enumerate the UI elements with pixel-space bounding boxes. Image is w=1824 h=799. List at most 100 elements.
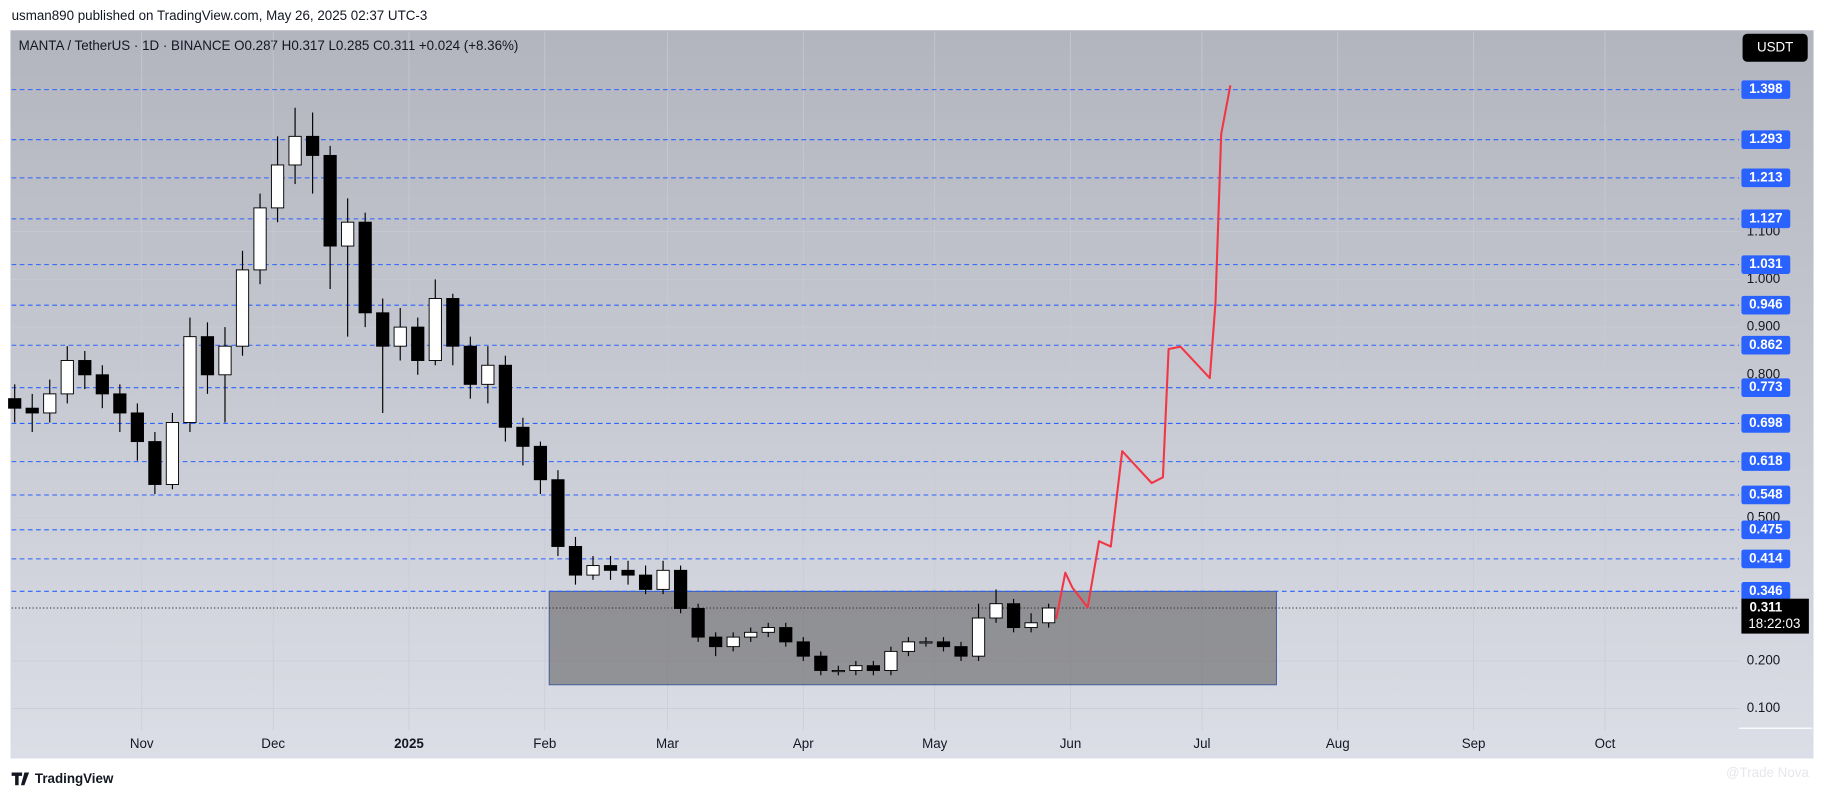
level-label-bg [1741, 378, 1791, 397]
x-tick-label: Nov [130, 736, 154, 751]
candle-body [481, 364, 495, 385]
logo-icon [11, 772, 30, 786]
candle-body [849, 665, 863, 671]
candle-body [1024, 622, 1038, 629]
level-label: 1.293 [1749, 131, 1782, 146]
currency-button[interactable] [1742, 33, 1808, 62]
candle-body [919, 641, 933, 644]
x-tick-label: Sep [1462, 736, 1486, 751]
candle-body [779, 627, 793, 643]
candle-body [884, 650, 898, 671]
candle-body [586, 565, 600, 576]
candle-body [200, 336, 215, 376]
x-tick-label: Aug [1326, 736, 1350, 751]
candle-body [270, 164, 285, 209]
candle-body [165, 422, 180, 485]
candle-body [954, 646, 968, 657]
level-label: 1.127 [1749, 210, 1782, 225]
range-box [548, 590, 1277, 686]
level-label-bg [1741, 485, 1791, 505]
candle-body [568, 546, 583, 576]
level-label-bg [1741, 414, 1791, 433]
candle-body [551, 479, 565, 547]
level-label: 0.862 [1749, 337, 1782, 352]
x-tick-label: Feb [533, 736, 556, 751]
level-label-bg [1741, 452, 1791, 471]
candle-body [936, 641, 951, 648]
candle-body [288, 135, 302, 166]
level-label-bg [1741, 209, 1791, 229]
y-tick-label: 1.000 [1747, 271, 1780, 286]
candle-body [463, 345, 477, 385]
logo-text: TradingView [35, 771, 114, 786]
level-label: 0.946 [1749, 297, 1782, 312]
candle-body [235, 269, 250, 347]
candle-body [306, 135, 320, 156]
candle-body [516, 426, 530, 447]
candle-body [744, 631, 758, 638]
last-price-label: 0.311 [1750, 600, 1783, 615]
candle-body [866, 665, 880, 671]
candle-body [674, 569, 688, 609]
candle-body [446, 298, 460, 347]
level-label-bg [1741, 80, 1791, 99]
candle-body [814, 655, 828, 671]
currency-label[interactable]: USDT [1757, 39, 1793, 54]
candle-body [796, 641, 810, 657]
level-label-bg [1741, 520, 1791, 540]
candle-body [621, 569, 635, 576]
level-label: 0.414 [1749, 550, 1783, 565]
candle-body [148, 441, 162, 485]
y-tick-label: 0.900 [1747, 319, 1780, 334]
candle-body [341, 221, 355, 247]
level-label-bg [1741, 335, 1791, 355]
candle-body [638, 574, 653, 590]
candle-body [498, 364, 512, 428]
candle-body [989, 603, 1003, 619]
x-tick-label: Oct [1595, 736, 1616, 751]
symbol-line: MANTA / TetherUS · 1D · BINANCE O0.287 H… [19, 38, 519, 53]
x-tick-label: Jun [1060, 736, 1082, 751]
x-tick-label: Mar [656, 736, 680, 751]
y-tick-label: 0.200 [1747, 652, 1780, 667]
candle-body [130, 412, 144, 443]
x-tick-label: Dec [261, 736, 285, 751]
candle-body [218, 345, 232, 376]
last-price-bg [1741, 598, 1809, 634]
candle-body [393, 326, 407, 347]
y-tick-label: 0.800 [1747, 366, 1780, 381]
candle-body [428, 298, 442, 361]
candle-body [411, 326, 425, 361]
candle-body [25, 407, 39, 414]
candle-body [726, 636, 740, 648]
level-label: 0.475 [1749, 521, 1783, 536]
x-tick-label: Apr [793, 736, 814, 751]
level-label-bg [1741, 549, 1791, 569]
level-label-bg [1741, 255, 1791, 274]
x-tick-label: 2025 [394, 736, 424, 751]
level-label-bg [1741, 295, 1791, 315]
candle-body [60, 360, 74, 395]
candle-body [8, 398, 22, 409]
x-tick-label: Jul [1193, 736, 1210, 751]
candle-body [358, 221, 372, 314]
level-label-bg [1741, 168, 1791, 188]
candle-body [831, 670, 845, 673]
level-label: 1.213 [1749, 169, 1782, 184]
candle-body [1042, 607, 1056, 624]
level-label: 0.698 [1749, 415, 1783, 430]
watermark: @Trade Nova [1726, 765, 1809, 780]
candle-body [1006, 603, 1021, 629]
level-label: 1.031 [1749, 256, 1783, 271]
level-label: 0.618 [1749, 453, 1783, 468]
y-tick-label: 0.100 [1747, 700, 1780, 715]
level-label: 1.398 [1749, 81, 1783, 96]
candle-body [533, 445, 548, 481]
candle-body [761, 627, 775, 633]
candle-body [656, 569, 670, 590]
footer-logo: TradingView [11, 771, 114, 786]
level-label: 0.773 [1749, 379, 1782, 394]
